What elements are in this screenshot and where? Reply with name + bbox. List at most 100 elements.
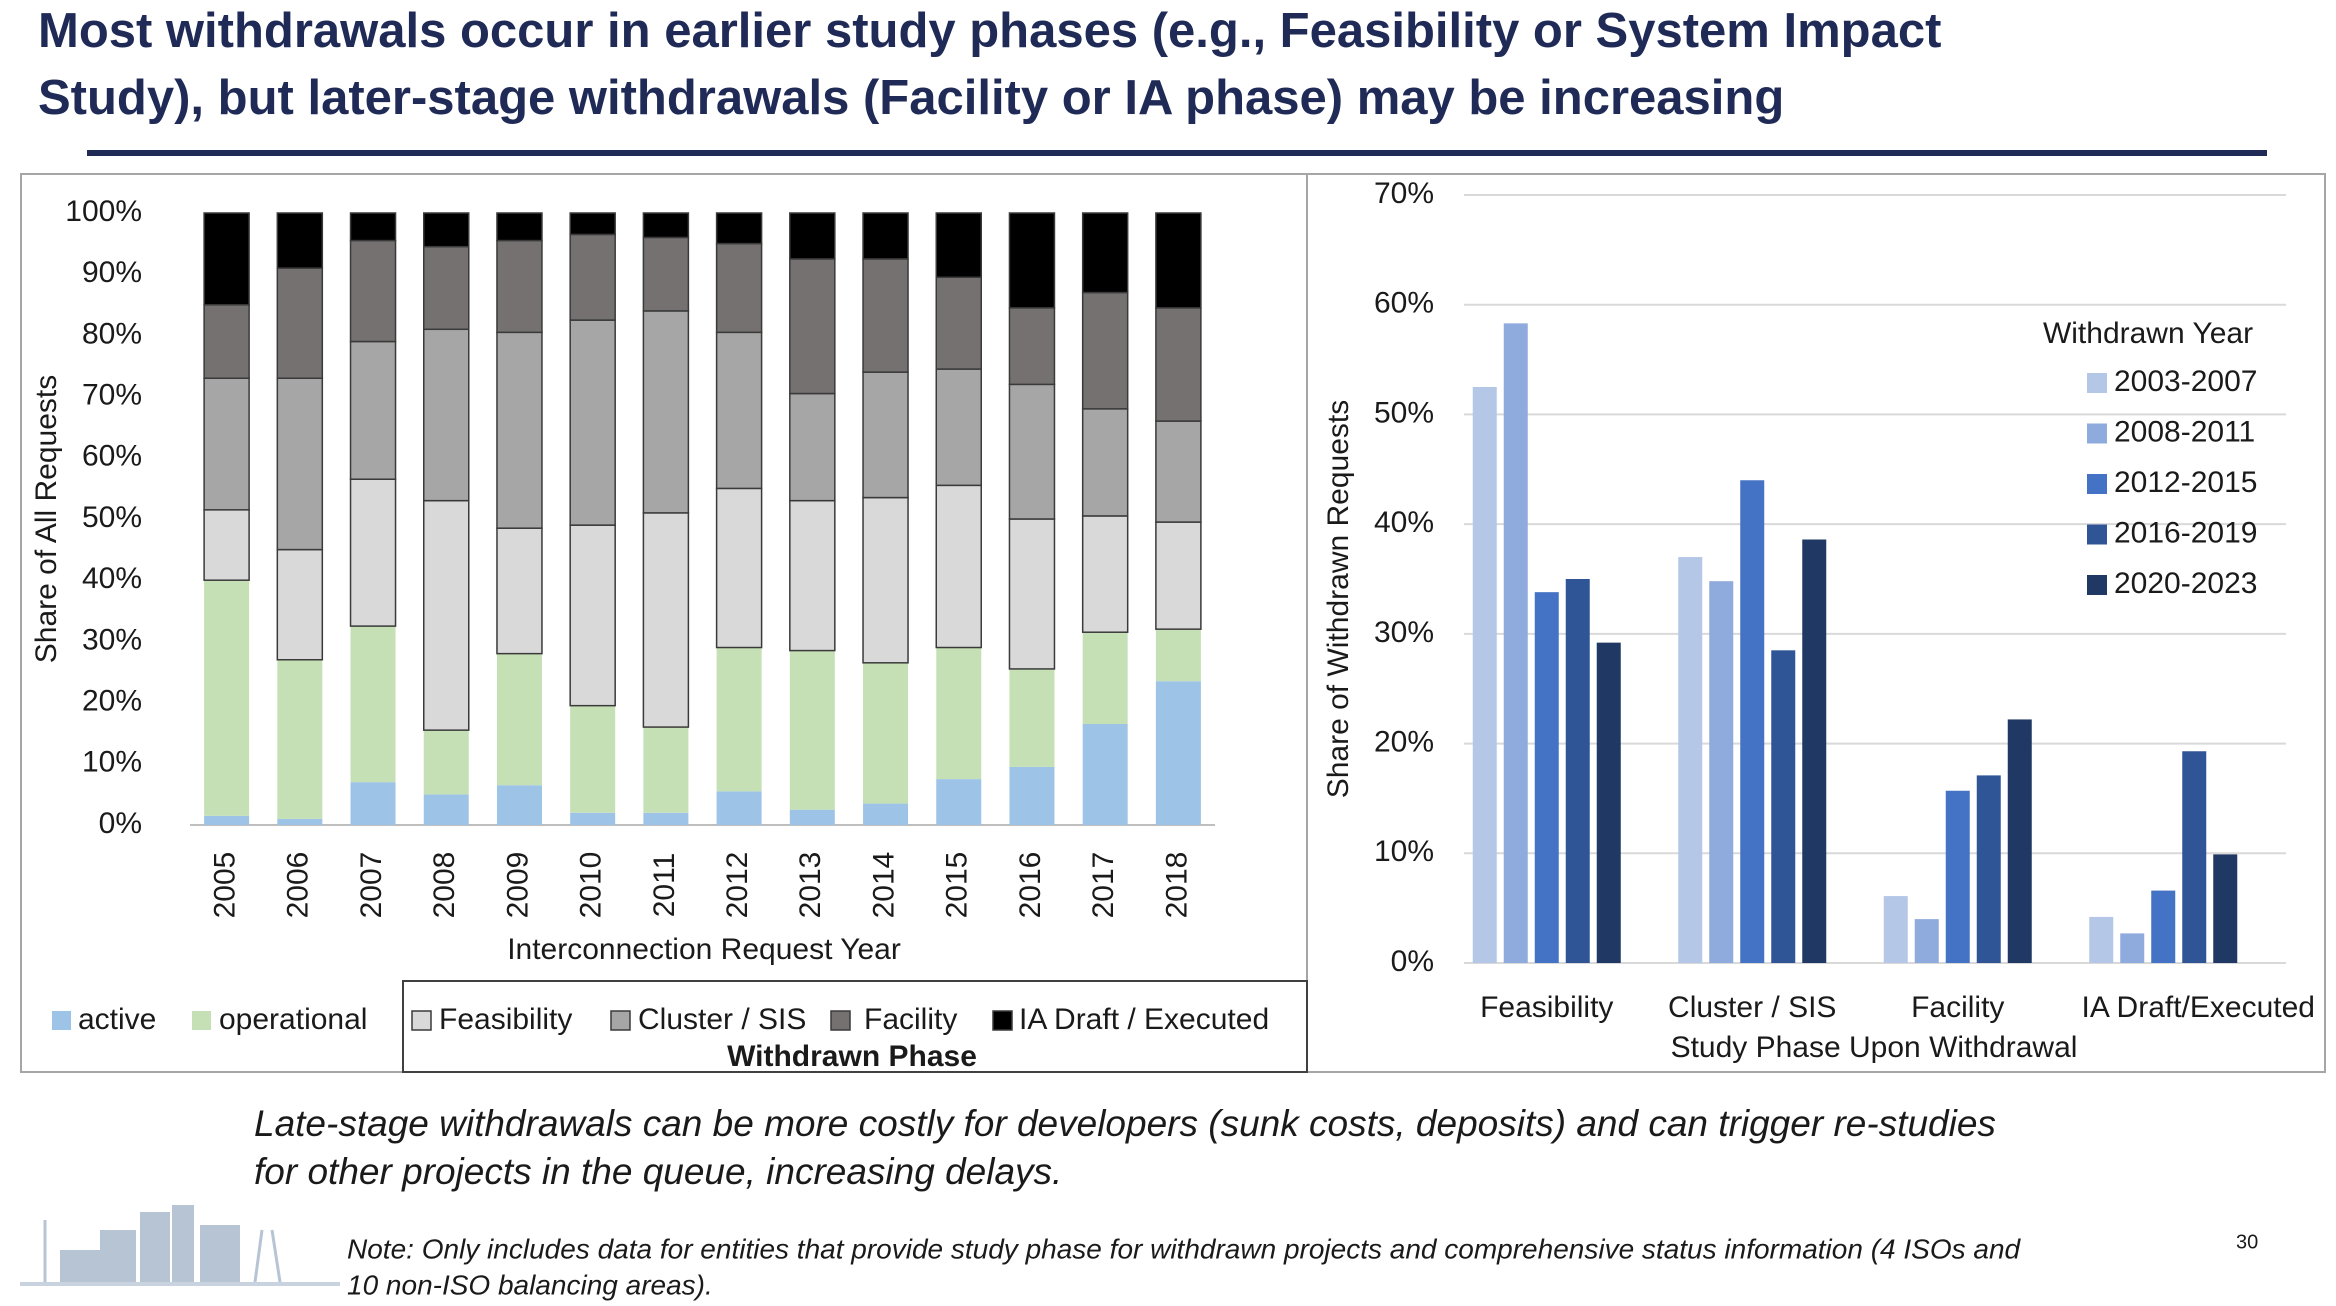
- legend-swatch: [2087, 524, 2107, 545]
- bar: [1709, 581, 1734, 963]
- bar-segment: [496, 653, 542, 786]
- bar-segment: [423, 499, 470, 731]
- bar: [1503, 323, 1528, 963]
- x-axis-title: Interconnection Request Year: [507, 933, 901, 966]
- x-tick-label: IA Draft/Executed: [2082, 991, 2315, 1024]
- y-tick-label: 100%: [65, 195, 142, 228]
- bar-segment: [936, 647, 982, 780]
- bar-segment: [204, 815, 250, 825]
- x-tick-label: 2006: [282, 852, 315, 919]
- bar-segment: [643, 727, 689, 813]
- bar-segment: [350, 626, 396, 783]
- bar-segment: [642, 310, 690, 514]
- bar-segment: [1155, 420, 1202, 523]
- bar-segment: [642, 236, 690, 312]
- bar: [2089, 916, 2114, 963]
- legend-label: 2012-2015: [2114, 466, 2257, 499]
- bar-segment: [716, 791, 762, 825]
- bar-segment: [1082, 632, 1128, 725]
- bar-segment: [1008, 212, 1056, 309]
- bar-segment: [862, 212, 909, 260]
- y-axis-title: Share of All Requests: [30, 375, 63, 664]
- bar-segment: [643, 812, 689, 825]
- takeaway: for other projects in the queue, increas…: [254, 1151, 1062, 1192]
- y-tick-label: 10%: [82, 746, 142, 779]
- bar-segment: [935, 484, 982, 649]
- bar-segment: [423, 794, 469, 825]
- title-rule: [87, 150, 2267, 156]
- bar-segment: [863, 803, 909, 825]
- bar-segment: [1008, 518, 1056, 670]
- bar: [1883, 896, 1908, 963]
- bar-segment: [349, 239, 397, 343]
- legend-swatch: [610, 1010, 631, 1031]
- y-tick-label: 60%: [82, 440, 142, 473]
- legend-label: Facility: [864, 1003, 957, 1036]
- chart-frame: [1306, 173, 2326, 1073]
- bar: [2182, 751, 2207, 963]
- x-tick-label: 2015: [941, 852, 974, 919]
- bar-segment: [203, 377, 250, 511]
- bar-segment: [350, 782, 396, 825]
- bar-segment: [1009, 668, 1055, 767]
- y-tick-label: 40%: [1374, 506, 1434, 539]
- bar-segment: [496, 785, 542, 825]
- y-tick-label: 60%: [1374, 287, 1434, 320]
- bar-segment: [569, 319, 616, 526]
- bar-segment: [935, 212, 982, 279]
- x-tick-label: 2007: [355, 852, 388, 919]
- bar-segment: [423, 730, 469, 795]
- legend-label: 2003-2007: [2114, 365, 2257, 398]
- bar-segment: [642, 512, 690, 728]
- x-tick-label: 2016: [1014, 852, 1047, 919]
- note: 10 non-ISO balancing areas).: [347, 1269, 713, 1300]
- bar: [2213, 854, 2238, 963]
- y-tick-label: 80%: [82, 317, 142, 350]
- x-tick-label: 2013: [794, 852, 827, 919]
- bar-segment: [349, 478, 397, 627]
- x-tick-label: 2009: [501, 852, 534, 919]
- x-tick-label: Feasibility: [1480, 991, 1613, 1024]
- bar-segment: [423, 245, 470, 331]
- bar: [1472, 387, 1497, 963]
- bar-segment: [496, 239, 543, 334]
- x-tick-label: 2018: [1160, 852, 1193, 919]
- legend-swatch: [2087, 474, 2107, 494]
- legend-swatch: [2087, 373, 2107, 393]
- bar-segment: [789, 392, 836, 502]
- legend-title: Withdrawn Phase: [727, 1040, 977, 1073]
- bar: [1740, 480, 1765, 963]
- legend-label: 2016-2019: [2114, 516, 2257, 549]
- bar: [2120, 933, 2145, 963]
- legend-swatch: [411, 1010, 432, 1031]
- bar-segment: [496, 527, 543, 655]
- bar-segment: [570, 705, 616, 813]
- bar-segment: [496, 331, 543, 529]
- y-tick-label: 50%: [1374, 396, 1434, 429]
- bar: [2007, 719, 2032, 963]
- x-tick-label: 2011: [648, 853, 681, 918]
- bar-segment: [276, 267, 324, 379]
- bar-segment: [276, 548, 324, 661]
- y-tick-label: 0%: [1391, 945, 1434, 978]
- bar-segment: [936, 779, 982, 825]
- legend-swatch: [830, 1010, 851, 1031]
- bar-segment: [277, 659, 323, 819]
- bar-segment: [276, 377, 324, 551]
- bar-segment: [789, 212, 836, 260]
- bar-segment: [349, 212, 397, 242]
- bar-segment: [203, 212, 250, 306]
- bar-segment: [496, 212, 543, 242]
- x-tick-label: 2010: [575, 852, 608, 919]
- x-tick-label: 2017: [1087, 852, 1120, 919]
- bar-segment: [715, 212, 763, 245]
- bar-segment: [789, 809, 835, 825]
- legend-label: 2020-2023: [2114, 567, 2257, 600]
- bar-segment: [789, 258, 836, 395]
- bar-segment: [569, 212, 616, 236]
- bar-segment: [204, 580, 250, 816]
- bar-segment: [862, 496, 909, 664]
- bar-segment: [863, 662, 909, 804]
- bar-segment: [570, 812, 616, 825]
